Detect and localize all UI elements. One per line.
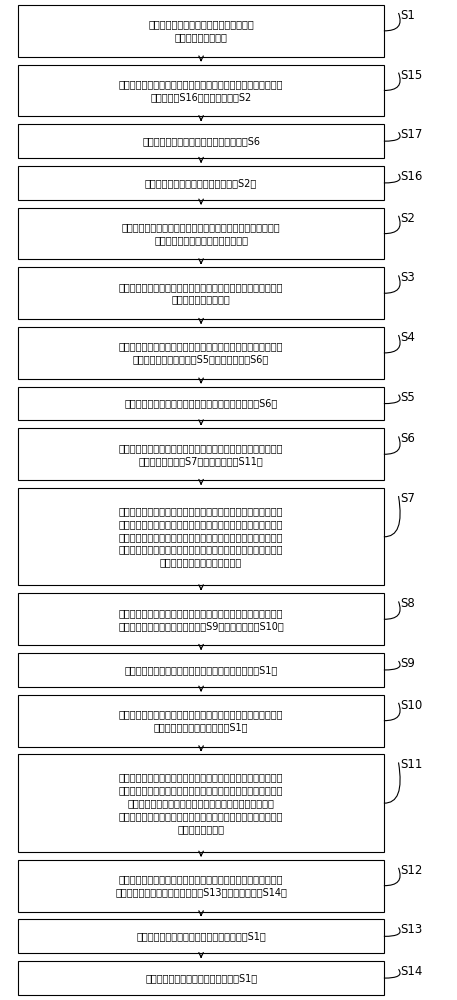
Text: 根据所述实时参数，计算各挡位下在车轮处的电机峰值驱动扭矩
和电机峰值充电扭矩；: 根据所述实时参数，计算各挡位下在车轮处的电机峰值驱动扭矩 和电机峰值充电扭矩； [119,282,283,305]
Text: S8: S8 [400,597,414,610]
Bar [18,208,384,259]
Text: S12: S12 [400,864,422,877]
Bar [18,961,384,995]
Text: 根据当前工作模式和所述应处工作模式，判断是否要切换工作模
式，如果切换则执行步骤S5，否则执行步骤S6；: 根据当前工作模式和所述应处工作模式，判断是否要切换工作模 式，如果切换则执行步骤… [119,341,283,364]
Text: S14: S14 [400,965,422,978]
Text: 将当前工作模式切换为所述应处工作模式，执行步骤S6；: 将当前工作模式切换为所述应处工作模式，执行步骤S6； [124,399,278,409]
Text: S16: S16 [400,170,422,183]
Bar [18,327,384,379]
Text: 判断当前工作模式是否为并联发电、并联驱动或纯发动机模式，
如果是则执行步骤S7，否则执行步骤S11；: 判断当前工作模式是否为并联发电、并联驱动或纯发动机模式， 如果是则执行步骤S7，… [119,443,283,466]
Bar [18,428,384,480]
Text: 进行滤波平滑处理，处理完成后执行步骤S6: 进行滤波平滑处理，处理完成后执行步骤S6 [142,136,260,146]
Bar [18,919,384,953]
Text: 出发动机和电机目标扭矩，执行步骤S1。: 出发动机和电机目标扭矩，执行步骤S1。 [145,973,257,983]
Bar [18,166,384,200]
Text: S5: S5 [400,391,414,404]
Bar [18,593,384,645]
Text: S10: S10 [400,699,422,712]
Bar [18,387,384,420]
Text: S11: S11 [400,758,422,771]
Text: S17: S17 [400,128,422,141]
Bar [18,124,384,158]
Text: 根据所述实时参数，判断车辆运行是否存在故障，如果存在故障
则执行步骤S16，否则执行步骤S2: 根据所述实时参数，判断车辆运行是否存在故障，如果存在故障 则执行步骤S16，否则… [119,79,283,102]
Text: 根据所述实时参数，计算当前可用挡位，并根据各挡位下在车轮
处的所述电机峰值驱动扭矩和所述电机峰值充电扭矩，计算各相
应挡位满足车辆需求扭矩前提下的发动机和电机在: 根据所述实时参数，计算当前可用挡位，并根据各挡位下在车轮 处的所述电机峰值驱动扭… [119,506,283,567]
Bar [18,267,384,319]
Text: 根据所述第二目标挡位、当前挡位和二者的换挡间隔时间，判断
是否需要换挡，如果是则执行步骤S13，否则执行步骤S14；: 根据所述第二目标挡位、当前挡位和二者的换挡间隔时间，判断 是否需要换挡，如果是则… [115,874,287,897]
Text: S2: S2 [400,212,415,225]
Bar [18,653,384,687]
Text: 根据所述实时参数，计算当前可用挡位，并根据各挡位下在车轮
处的所述电机峰值驱动扭矩和所述电机峰值充电扭矩，计算相应
挡位满足车辆需求扭矩前提下的电机在车轮处输出: 根据所述实时参数，计算当前可用挡位，并根据各挡位下在车轮 处的所述电机峰值驱动扭… [119,773,283,834]
Text: 换挡，并输出发动机和电机目标扭矩指令，执行步骤S1；: 换挡，并输出发动机和电机目标扭矩指令，执行步骤S1； [124,665,278,675]
Bar [18,754,384,852]
Text: 根据所述车辆需求扭矩和发动机最佳经济线对应扭矩，输出发动
机和电机目标扭矩，执行步骤S1；: 根据所述车辆需求扭矩和发动机最佳经济线对应扭矩，输出发动 机和电机目标扭矩，执行… [119,709,283,732]
Text: S13: S13 [400,923,422,936]
Text: 根据所述第一目标挡位、当前挡位和二者的换挡间隔时间，判断
是否需要换挡，如果是则执行步骤S9，否则执行步骤S10；: 根据所述第一目标挡位、当前挡位和二者的换挡间隔时间，判断 是否需要换挡，如果是则… [118,608,284,631]
Text: S9: S9 [400,657,415,670]
Bar [18,860,384,912]
Bar [18,695,384,747]
Text: S15: S15 [400,69,422,82]
Text: S1: S1 [400,9,415,22]
Bar [18,65,384,116]
Text: 获取实时参数，所述实时参数包括当前挡
位和当前工作模式；: 获取实时参数，所述实时参数包括当前挡 位和当前工作模式； [148,19,254,42]
Text: 进行故障处理，处理完成后执行步骤S2；: 进行故障处理，处理完成后执行步骤S2； [145,178,257,188]
Text: S3: S3 [400,271,414,284]
Text: S6: S6 [400,432,415,445]
Bar [18,5,384,57]
Bar [18,488,384,585]
Text: S7: S7 [400,492,415,505]
Text: S4: S4 [400,331,415,344]
Text: 在车辆运行无故障前提下，根据所述实时参数获得车辆需求扭
矩，判断当前车辆的应处工作模式；: 在车辆运行无故障前提下，根据所述实时参数获得车辆需求扭 矩，判断当前车辆的应处工… [122,222,281,245]
Text: 换挡，并输出电机目标扭矩指令，执行步骤S1；: 换挡，并输出电机目标扭矩指令，执行步骤S1； [136,931,266,941]
